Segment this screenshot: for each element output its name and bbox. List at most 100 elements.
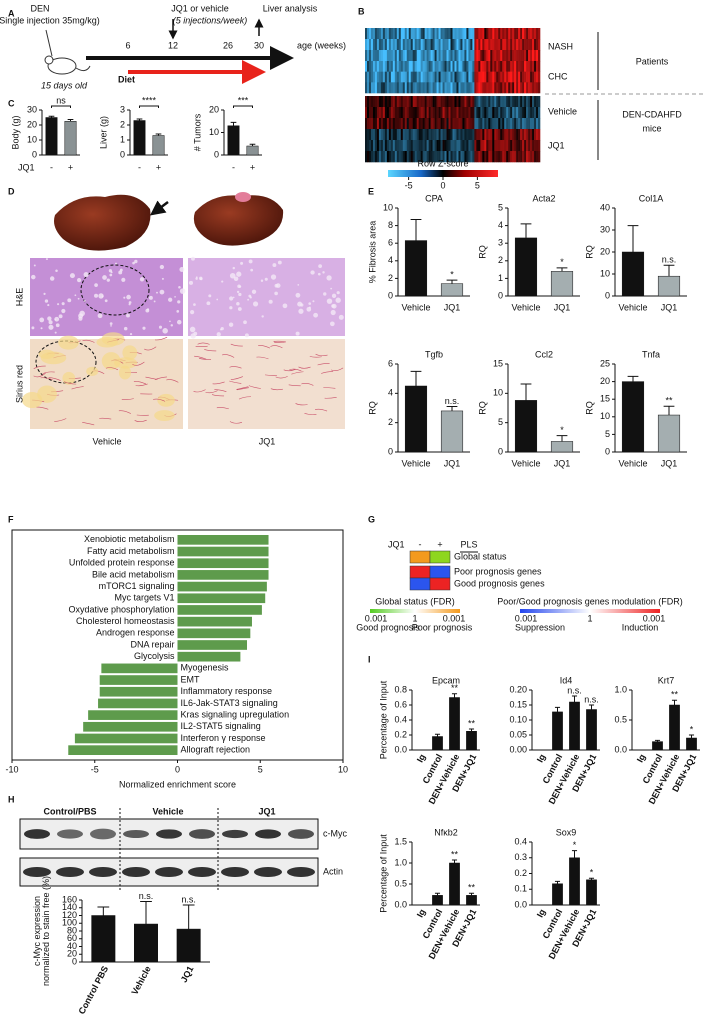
heatmap-cell <box>520 39 523 51</box>
x-tick-label: JQ1 <box>661 302 678 312</box>
heatmap-cell <box>474 71 477 83</box>
heatmap-cell <box>486 61 489 72</box>
bar <box>177 640 248 650</box>
heatmap-cell <box>456 39 459 51</box>
heatmap-cell <box>468 28 471 40</box>
error-bar <box>588 704 595 710</box>
y-tick-label: 0.00 <box>509 744 527 754</box>
heatmap-cell <box>510 82 513 94</box>
heatmap-cell <box>410 118 414 130</box>
heatmap-cell <box>434 39 437 51</box>
heatmap-cell <box>372 151 376 163</box>
y-tick-label: 25 <box>600 358 610 368</box>
heatmap-cell <box>516 28 519 40</box>
x-tick-label: Ig <box>535 907 548 919</box>
heatmap-cell <box>512 118 515 130</box>
heatmap-cell <box>538 118 541 130</box>
y-tick-label: 8 <box>388 220 393 230</box>
x-axis-label: Normalized enrichment score <box>119 779 236 789</box>
texture <box>129 332 133 336</box>
heatmap-cell <box>370 151 374 163</box>
legend-end: Induction <box>622 622 659 632</box>
chart-title: Epcam <box>432 675 460 685</box>
heatmap-cell <box>532 151 535 163</box>
heatmap-cell <box>412 82 416 94</box>
texture <box>295 331 300 336</box>
bar <box>88 710 178 720</box>
heatmap-cell <box>404 28 408 40</box>
heatmap-cell <box>444 50 447 62</box>
heatmap-cell <box>506 82 509 94</box>
blot-band <box>221 867 249 877</box>
y-tick-label: 0 <box>388 446 393 456</box>
heatmap-cell <box>480 61 483 72</box>
heatmap-cell <box>486 39 489 51</box>
heatmap-cell <box>398 39 402 51</box>
heatmap-cell <box>466 118 469 130</box>
heatmap-cell <box>536 140 539 152</box>
heatmap-cell <box>368 39 372 51</box>
heatmap-cell <box>474 61 477 72</box>
heatmap-cell <box>516 61 519 72</box>
texture <box>133 380 147 385</box>
heatmap-cell <box>456 118 459 130</box>
heatmap-cell <box>490 61 493 72</box>
bar <box>552 883 563 906</box>
texture <box>315 353 328 357</box>
heatmap-cell <box>416 71 419 83</box>
texture <box>282 303 288 309</box>
heatmap-cell <box>410 39 414 51</box>
bar <box>177 570 269 580</box>
heatmap-cell <box>422 82 425 94</box>
heatmap-cell <box>462 118 465 130</box>
heatmap-cell <box>366 151 370 163</box>
heatmap-cell <box>438 82 441 94</box>
heatmap-cell <box>446 28 449 40</box>
heatmap-cell <box>526 96 529 108</box>
y-tick-label: 3 <box>498 238 503 248</box>
heatmap-cell <box>494 82 497 94</box>
chart-title: Id4 <box>560 675 573 685</box>
texture <box>58 314 63 319</box>
texture <box>194 355 207 360</box>
heatmap-cell <box>418 50 421 62</box>
heatmap-cell <box>490 39 493 51</box>
heatmap-cell <box>380 151 384 163</box>
heatmap-cell <box>412 107 416 119</box>
heatmap-cell <box>454 129 457 141</box>
error-bar <box>556 267 568 272</box>
heatmap-cell <box>534 96 537 108</box>
heatmap-cell <box>366 107 370 119</box>
heatmap-cell <box>462 71 465 83</box>
heatmap-cell <box>406 118 410 130</box>
heatmap-cell <box>452 39 455 51</box>
western-blot <box>19 808 319 890</box>
heatmap-cell <box>406 140 410 152</box>
heatmap-cell <box>504 39 507 51</box>
heatmap-cell <box>382 82 386 94</box>
heatmap-cell <box>456 82 459 94</box>
heatmap-cell <box>508 129 511 141</box>
y-axis-label: normalized to stain free (%) <box>41 876 51 986</box>
heatmap-cell <box>526 129 529 141</box>
heatmap-cell <box>512 28 515 40</box>
heatmap-cell <box>378 50 382 62</box>
heatmap-cell <box>534 61 537 72</box>
heatmap-cell <box>464 129 467 141</box>
texture <box>94 283 98 287</box>
heatmap-cell <box>400 82 404 94</box>
heatmap-cell <box>452 107 455 119</box>
texture <box>176 310 180 313</box>
heatmap-cell <box>416 118 419 130</box>
texture <box>260 279 264 283</box>
heatmap-cell <box>392 96 396 108</box>
heatmap-cell <box>526 28 529 40</box>
significance: * <box>560 257 564 267</box>
significance: ** <box>671 690 679 700</box>
heatmap-cell <box>450 28 453 40</box>
heatmap-cell <box>496 39 499 51</box>
heatmap-cell <box>534 107 537 119</box>
panel-label: A <box>8 8 15 18</box>
y-tick-label: 0.0 <box>614 744 627 754</box>
heatmap-cell <box>470 118 473 130</box>
